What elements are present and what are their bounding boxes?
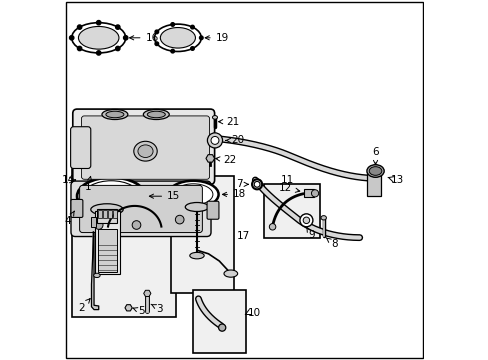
Bar xyxy=(303,189,313,197)
FancyBboxPatch shape xyxy=(80,185,202,233)
FancyBboxPatch shape xyxy=(206,201,219,219)
Ellipse shape xyxy=(320,216,325,220)
Bar xyxy=(108,210,112,218)
Circle shape xyxy=(69,36,74,40)
Ellipse shape xyxy=(138,145,153,158)
Ellipse shape xyxy=(211,136,219,144)
Ellipse shape xyxy=(72,23,125,53)
Text: 13: 13 xyxy=(390,175,403,185)
Circle shape xyxy=(115,25,120,29)
Ellipse shape xyxy=(189,252,204,259)
Polygon shape xyxy=(91,232,99,310)
Circle shape xyxy=(299,214,312,227)
Ellipse shape xyxy=(91,204,123,215)
Circle shape xyxy=(170,23,174,26)
Bar xyxy=(72,169,176,317)
Bar xyxy=(98,229,117,272)
Circle shape xyxy=(155,30,158,34)
FancyBboxPatch shape xyxy=(81,116,209,179)
Bar xyxy=(95,211,120,274)
Circle shape xyxy=(132,221,141,229)
Text: 6: 6 xyxy=(371,147,378,165)
Ellipse shape xyxy=(78,27,119,49)
Bar xyxy=(103,210,107,218)
Ellipse shape xyxy=(185,202,208,212)
Ellipse shape xyxy=(147,111,165,118)
Circle shape xyxy=(190,47,194,50)
Ellipse shape xyxy=(134,141,157,161)
Bar xyxy=(113,210,117,218)
Circle shape xyxy=(190,25,194,29)
FancyBboxPatch shape xyxy=(73,109,214,184)
Text: 4: 4 xyxy=(64,211,74,226)
Circle shape xyxy=(77,46,81,51)
Text: 16: 16 xyxy=(129,33,159,43)
Bar xyxy=(97,209,117,223)
Ellipse shape xyxy=(154,24,201,51)
Ellipse shape xyxy=(160,28,195,48)
Ellipse shape xyxy=(224,270,237,277)
Bar xyxy=(98,210,102,218)
Text: 11: 11 xyxy=(281,175,294,185)
Text: 15: 15 xyxy=(149,191,180,201)
Text: 8: 8 xyxy=(325,238,337,249)
FancyBboxPatch shape xyxy=(71,199,82,217)
Bar xyxy=(366,172,381,196)
Ellipse shape xyxy=(218,324,225,331)
Text: 17: 17 xyxy=(236,231,249,241)
Text: 3: 3 xyxy=(151,303,163,314)
Circle shape xyxy=(96,21,101,25)
Ellipse shape xyxy=(143,109,169,120)
Text: 19: 19 xyxy=(205,33,228,43)
Text: 21: 21 xyxy=(218,117,239,127)
Text: 22: 22 xyxy=(215,155,236,165)
Ellipse shape xyxy=(269,224,275,230)
Ellipse shape xyxy=(207,133,222,148)
Ellipse shape xyxy=(168,181,218,208)
Ellipse shape xyxy=(83,181,139,212)
Ellipse shape xyxy=(94,273,100,278)
Bar xyxy=(264,184,320,238)
FancyBboxPatch shape xyxy=(71,181,211,237)
Text: 5: 5 xyxy=(133,306,145,316)
Ellipse shape xyxy=(212,116,217,119)
Bar xyxy=(170,176,233,293)
Circle shape xyxy=(123,36,127,40)
Ellipse shape xyxy=(368,167,381,175)
Circle shape xyxy=(303,217,309,224)
Circle shape xyxy=(94,221,103,229)
Circle shape xyxy=(96,51,101,55)
Text: 18: 18 xyxy=(222,189,246,199)
Circle shape xyxy=(199,36,203,40)
Bar xyxy=(91,217,96,227)
Ellipse shape xyxy=(366,165,384,177)
Text: 12: 12 xyxy=(279,183,299,193)
Text: 7: 7 xyxy=(236,179,248,189)
Ellipse shape xyxy=(106,111,123,118)
Text: 9: 9 xyxy=(306,228,314,240)
Circle shape xyxy=(170,49,174,53)
Bar xyxy=(193,290,246,353)
Ellipse shape xyxy=(251,179,262,189)
Text: 14: 14 xyxy=(61,175,75,185)
Text: 2: 2 xyxy=(78,299,90,313)
Ellipse shape xyxy=(77,177,145,215)
Circle shape xyxy=(77,25,81,29)
Ellipse shape xyxy=(174,184,212,205)
Ellipse shape xyxy=(102,109,127,120)
Circle shape xyxy=(155,42,158,45)
Text: 10: 10 xyxy=(247,308,261,318)
Circle shape xyxy=(175,215,183,224)
Circle shape xyxy=(115,46,120,51)
Text: 20: 20 xyxy=(225,135,244,145)
Ellipse shape xyxy=(254,181,260,187)
Circle shape xyxy=(311,190,318,197)
FancyBboxPatch shape xyxy=(70,127,91,168)
Text: 1: 1 xyxy=(84,176,91,192)
